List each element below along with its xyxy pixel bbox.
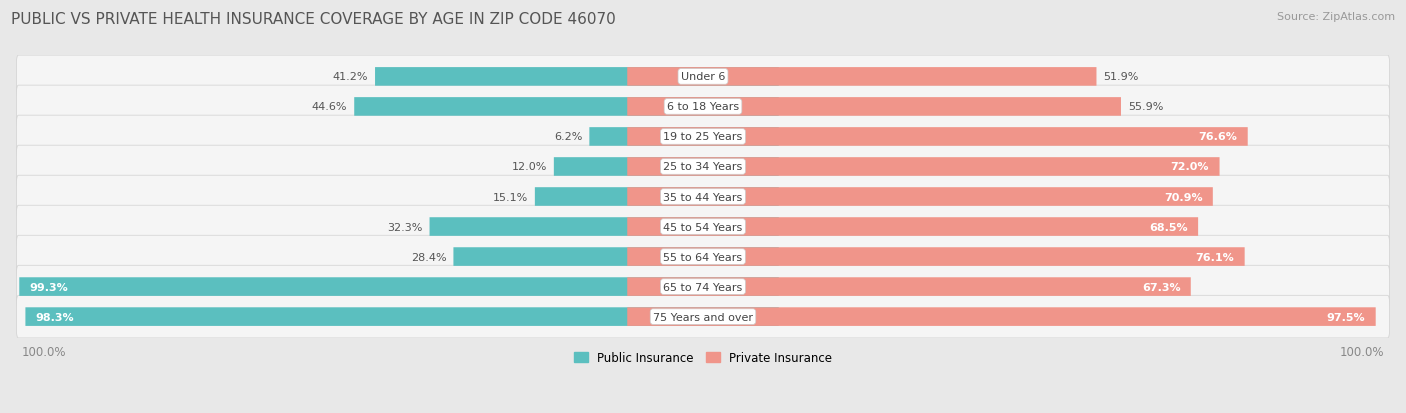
- Text: 68.5%: 68.5%: [1149, 222, 1188, 232]
- Text: 99.3%: 99.3%: [30, 282, 69, 292]
- FancyBboxPatch shape: [627, 158, 1219, 176]
- FancyBboxPatch shape: [453, 248, 779, 266]
- FancyBboxPatch shape: [430, 218, 779, 236]
- FancyBboxPatch shape: [627, 128, 1247, 147]
- FancyBboxPatch shape: [589, 128, 779, 147]
- Text: 55.9%: 55.9%: [1128, 102, 1163, 112]
- FancyBboxPatch shape: [627, 98, 1121, 116]
- FancyBboxPatch shape: [17, 146, 1389, 188]
- Text: 28.4%: 28.4%: [411, 252, 447, 262]
- Text: 12.0%: 12.0%: [512, 162, 547, 172]
- FancyBboxPatch shape: [554, 158, 779, 176]
- Text: 75 Years and over: 75 Years and over: [652, 312, 754, 322]
- Text: 25 to 34 Years: 25 to 34 Years: [664, 162, 742, 172]
- FancyBboxPatch shape: [354, 98, 779, 116]
- FancyBboxPatch shape: [17, 176, 1389, 218]
- Text: 65 to 74 Years: 65 to 74 Years: [664, 282, 742, 292]
- Text: 6.2%: 6.2%: [554, 132, 582, 142]
- Text: 55 to 64 Years: 55 to 64 Years: [664, 252, 742, 262]
- Text: 76.1%: 76.1%: [1195, 252, 1234, 262]
- FancyBboxPatch shape: [627, 308, 1375, 326]
- Text: PUBLIC VS PRIVATE HEALTH INSURANCE COVERAGE BY AGE IN ZIP CODE 46070: PUBLIC VS PRIVATE HEALTH INSURANCE COVER…: [11, 12, 616, 27]
- Text: 32.3%: 32.3%: [387, 222, 423, 232]
- Text: 45 to 54 Years: 45 to 54 Years: [664, 222, 742, 232]
- Text: 44.6%: 44.6%: [312, 102, 347, 112]
- FancyBboxPatch shape: [627, 68, 1097, 86]
- Text: 98.3%: 98.3%: [35, 312, 75, 322]
- FancyBboxPatch shape: [17, 236, 1389, 278]
- FancyBboxPatch shape: [17, 266, 1389, 308]
- FancyBboxPatch shape: [627, 248, 1244, 266]
- Text: 72.0%: 72.0%: [1171, 162, 1209, 172]
- FancyBboxPatch shape: [17, 206, 1389, 248]
- Text: 41.2%: 41.2%: [333, 72, 368, 82]
- Text: Under 6: Under 6: [681, 72, 725, 82]
- Text: 15.1%: 15.1%: [492, 192, 529, 202]
- Text: 97.5%: 97.5%: [1327, 312, 1365, 322]
- FancyBboxPatch shape: [375, 68, 779, 86]
- Text: 100.0%: 100.0%: [22, 346, 66, 358]
- FancyBboxPatch shape: [17, 86, 1389, 128]
- FancyBboxPatch shape: [534, 188, 779, 206]
- Text: 70.9%: 70.9%: [1164, 192, 1202, 202]
- Text: 67.3%: 67.3%: [1142, 282, 1181, 292]
- FancyBboxPatch shape: [627, 278, 1191, 296]
- Legend: Public Insurance, Private Insurance: Public Insurance, Private Insurance: [569, 346, 837, 368]
- Text: 6 to 18 Years: 6 to 18 Years: [666, 102, 740, 112]
- FancyBboxPatch shape: [17, 116, 1389, 159]
- Text: 100.0%: 100.0%: [1340, 346, 1384, 358]
- FancyBboxPatch shape: [627, 218, 1198, 236]
- Text: 76.6%: 76.6%: [1198, 132, 1237, 142]
- Text: 19 to 25 Years: 19 to 25 Years: [664, 132, 742, 142]
- Text: 35 to 44 Years: 35 to 44 Years: [664, 192, 742, 202]
- FancyBboxPatch shape: [20, 278, 779, 296]
- FancyBboxPatch shape: [627, 188, 1213, 206]
- FancyBboxPatch shape: [25, 308, 779, 326]
- Text: Source: ZipAtlas.com: Source: ZipAtlas.com: [1277, 12, 1395, 22]
- Text: 51.9%: 51.9%: [1104, 72, 1139, 82]
- FancyBboxPatch shape: [17, 56, 1389, 98]
- FancyBboxPatch shape: [17, 296, 1389, 338]
